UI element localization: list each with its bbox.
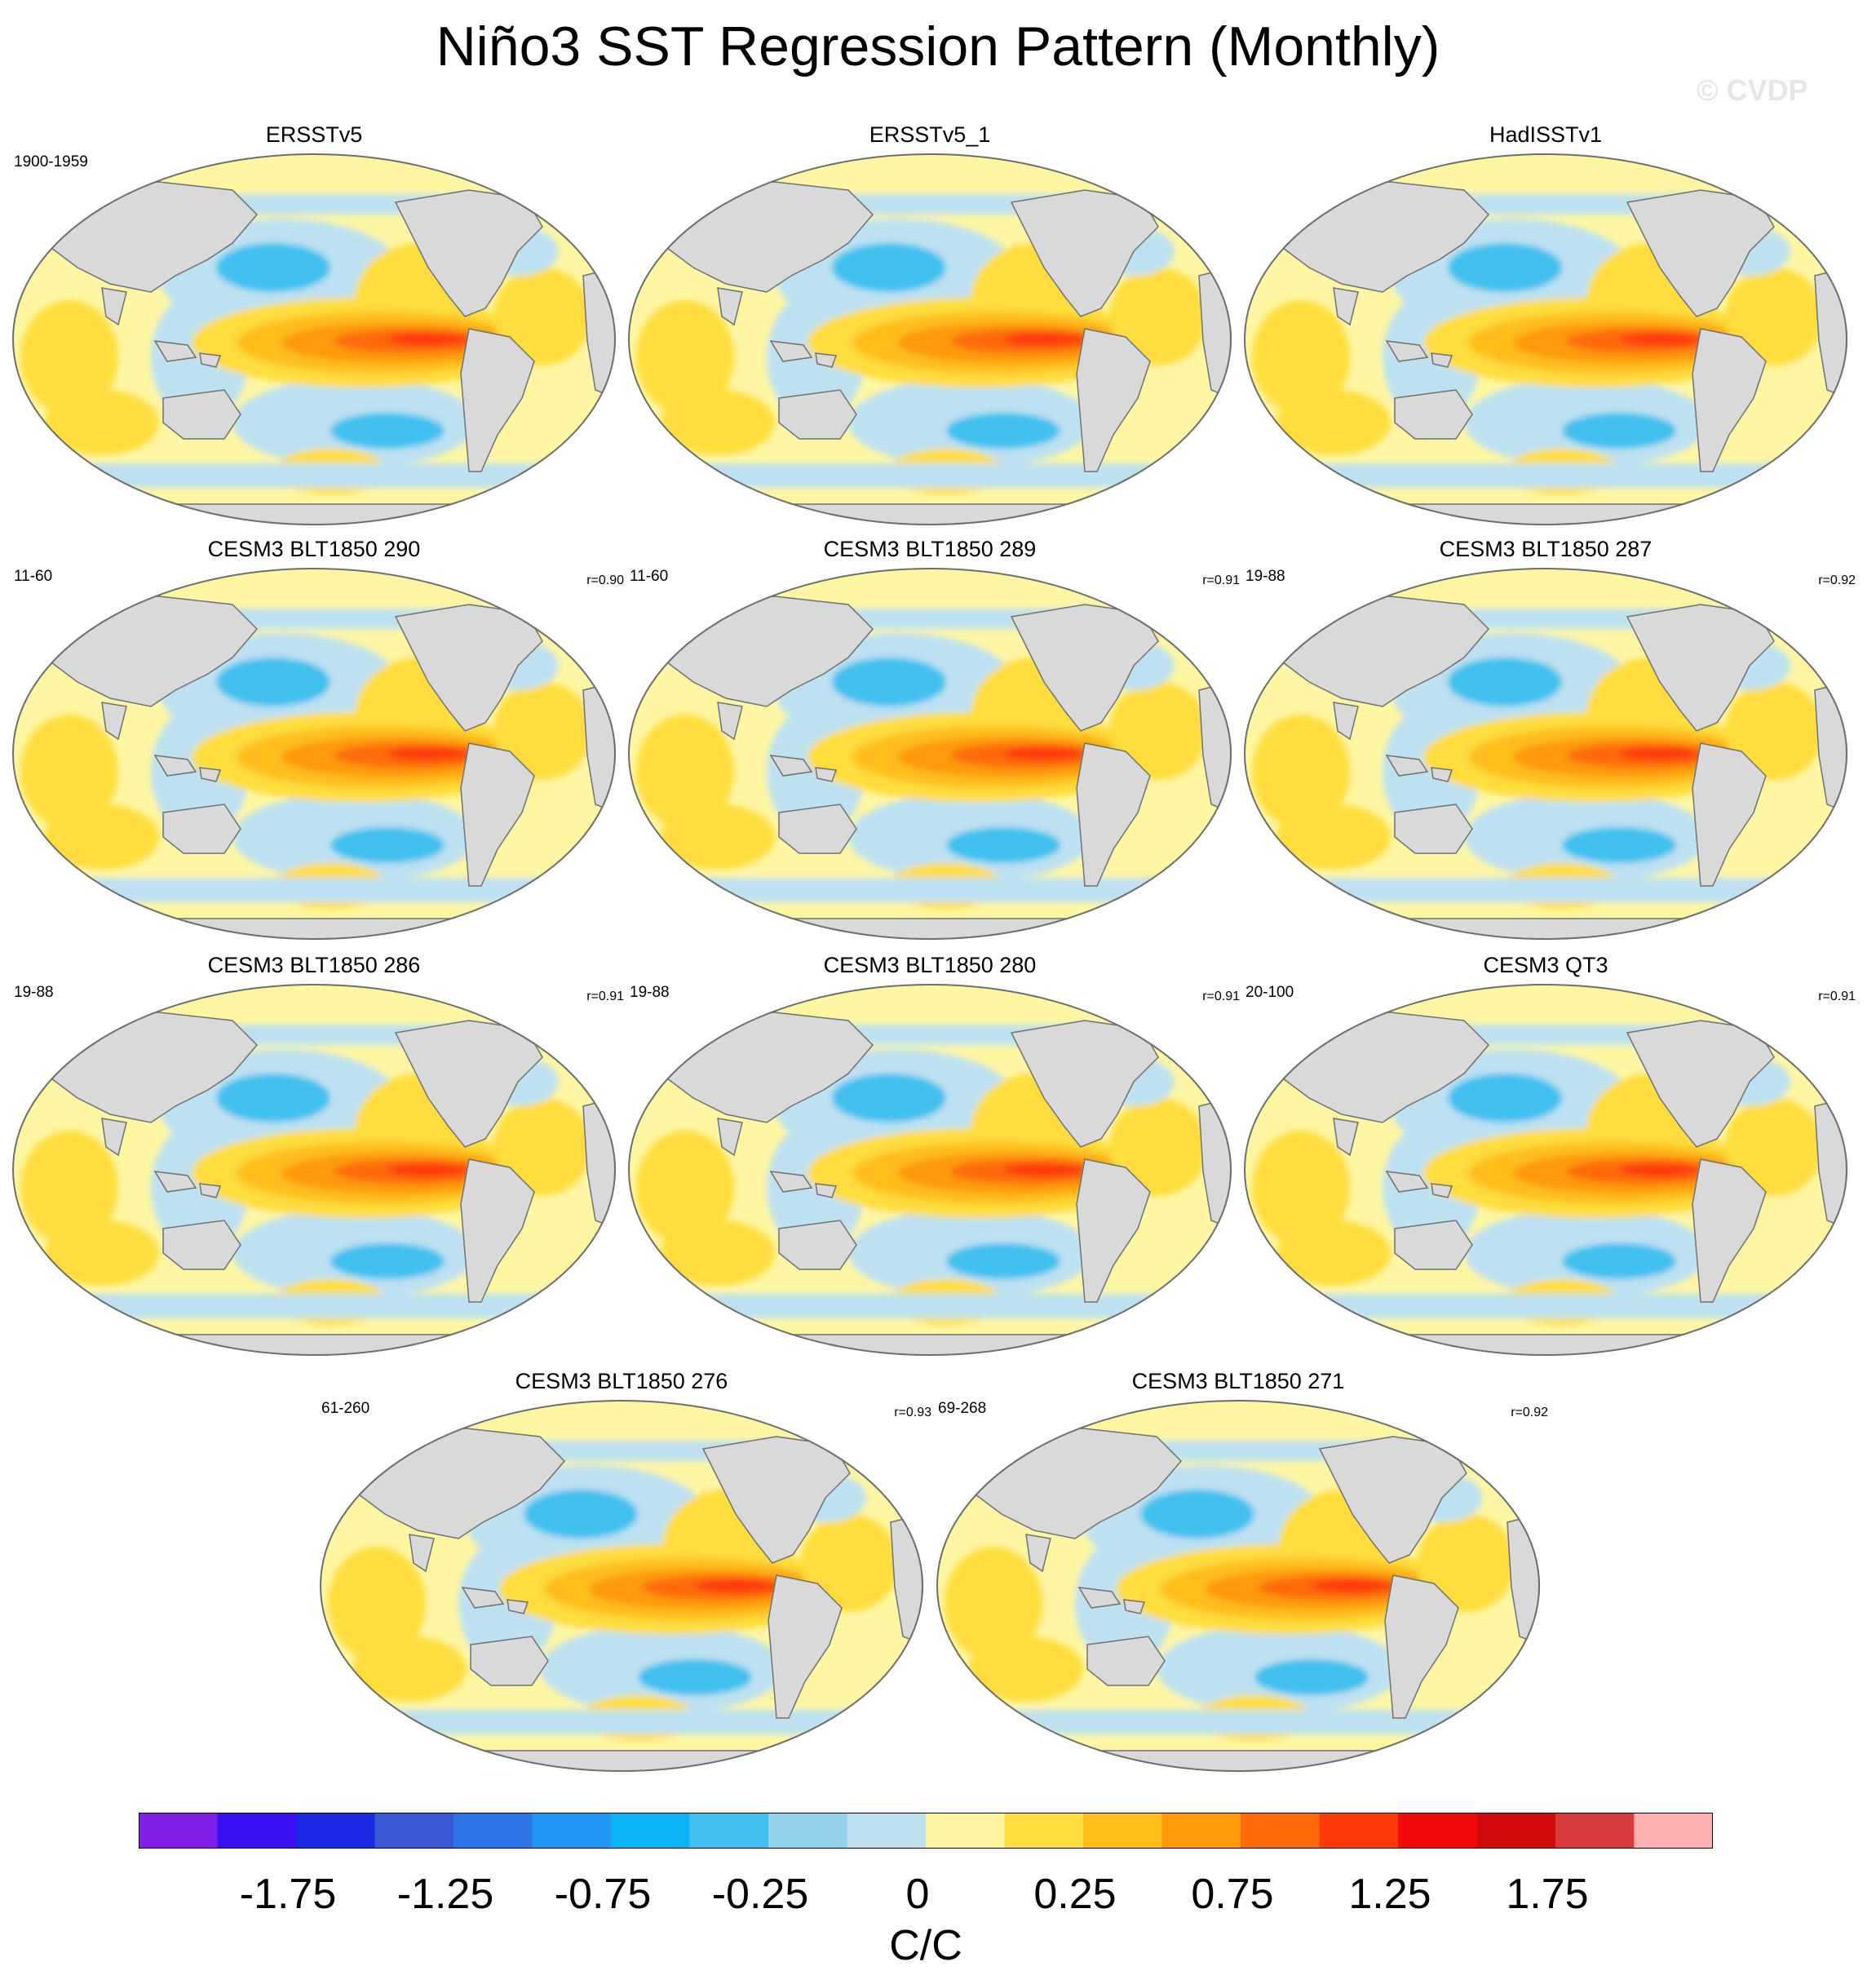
colorbar-swatch <box>1555 1813 1635 1849</box>
map-panel: CESM3 BLT1850 286 19-88 r=0.91 <box>12 953 624 1356</box>
panel-title: CESM3 BLT1850 289 <box>823 537 1037 561</box>
colorbar-swatch <box>689 1813 768 1849</box>
colorbar-swatch <box>532 1813 611 1849</box>
colorbar-swatch <box>926 1813 1005 1849</box>
panel-correlation: r=0.90 <box>586 573 624 587</box>
panel-title: CESM3 QT3 <box>1483 953 1608 977</box>
map-panel: HadISSTv1 <box>1244 122 1847 525</box>
colorbar-swatch <box>611 1813 690 1849</box>
map-panel: CESM3 BLT1850 290 11-60 r=0.90 <box>12 537 624 940</box>
panel-period: 19-88 <box>14 984 54 1001</box>
colorbar-tick-label: 1.75 <box>1506 1871 1589 1918</box>
map-panel: CESM3 BLT1850 289 11-60 r=0.91 <box>628 537 1240 940</box>
colorbar-units: C/C <box>889 1922 962 1969</box>
colorbar-swatch <box>1161 1813 1241 1849</box>
panel-title: CESM3 BLT1850 287 <box>1439 537 1653 561</box>
world-map <box>936 1400 1540 1772</box>
colorbar-tick-label: 0.25 <box>1033 1871 1117 1918</box>
map-panel: CESM3 BLT1850 287 19-88 r=0.92 <box>1244 537 1856 940</box>
colorbar <box>139 1813 1713 1849</box>
panel-correlation: r=0.92 <box>1818 573 1856 587</box>
colorbar-swatch <box>847 1813 926 1849</box>
panel-correlation: r=0.92 <box>1511 1406 1548 1419</box>
world-map <box>1244 153 1847 525</box>
colorbar-swatch <box>374 1813 454 1849</box>
panel-title: HadISSTv1 <box>1489 122 1603 147</box>
panel-title: CESM3 BLT1850 280 <box>823 953 1037 977</box>
panel-title: ERSSTv5_1 <box>869 122 991 147</box>
map-panel: CESM3 BLT1850 271 69-268 r=0.92 <box>936 1369 1548 1772</box>
panel-period: 11-60 <box>14 568 53 585</box>
world-map <box>12 984 616 1356</box>
panel-period: 20-100 <box>1246 984 1294 1001</box>
panel-title: CESM3 BLT1850 271 <box>1131 1369 1345 1393</box>
colorbar-swatch <box>768 1813 847 1849</box>
panel-correlation: r=0.91 <box>586 990 624 1003</box>
panel-period: 69-268 <box>938 1400 987 1417</box>
colorbar-swatch <box>1241 1813 1320 1849</box>
panel-correlation: r=0.91 <box>1202 990 1240 1003</box>
panel-title: ERSSTv5 <box>265 122 363 147</box>
watermark: © CVDP <box>1697 73 1808 107</box>
world-map <box>1244 984 1847 1356</box>
world-map <box>628 984 1232 1356</box>
map-panel: CESM3 BLT1850 280 19-88 r=0.91 <box>628 953 1240 1356</box>
map-panel: CESM3 QT3 20-100 r=0.91 <box>1244 953 1856 1356</box>
world-map <box>12 153 616 525</box>
panel-correlation: r=0.91 <box>1202 573 1240 587</box>
panel-title: CESM3 BLT1850 290 <box>207 537 421 561</box>
panel-period: 19-88 <box>1246 568 1285 585</box>
panel-title: CESM3 BLT1850 286 <box>207 953 421 977</box>
colorbar-swatch <box>1634 1813 1713 1849</box>
colorbar-tick-label: 1.25 <box>1348 1871 1431 1918</box>
world-map <box>628 153 1232 525</box>
panel-correlation: r=0.91 <box>1818 990 1856 1003</box>
panel-title: CESM3 BLT1850 276 <box>515 1369 728 1393</box>
colorbar-tick-label: -1.25 <box>396 1871 494 1918</box>
colorbar-swatch <box>1319 1813 1398 1849</box>
panel-period: 61-260 <box>321 1400 370 1417</box>
colorbar-tick-label: -0.75 <box>554 1871 652 1918</box>
page-title: Niño3 SST Regression Pattern (Monthly) <box>436 15 1440 77</box>
colorbar-tick-label: -1.75 <box>239 1871 337 1918</box>
world-map <box>628 568 1232 940</box>
colorbar-swatch <box>139 1813 218 1849</box>
colorbar-swatch <box>1004 1813 1083 1849</box>
panel-period: 11-60 <box>630 568 669 585</box>
colorbar-tick-label: 0.75 <box>1191 1871 1274 1918</box>
map-panel: ERSSTv5_1 <box>628 122 1232 525</box>
colorbar-tick-label: 0 <box>905 1871 930 1918</box>
map-panel: ERSSTv5 1900-1959 <box>12 122 616 525</box>
panel-period: 19-88 <box>630 984 670 1001</box>
panel-period: 1900-1959 <box>14 153 88 170</box>
map-panel: CESM3 BLT1850 276 61-260 r=0.93 <box>320 1369 931 1772</box>
world-map <box>320 1400 923 1772</box>
colorbar-swatch <box>1083 1813 1162 1849</box>
colorbar-swatch <box>1476 1813 1555 1849</box>
colorbar-swatch <box>1398 1813 1477 1849</box>
colorbar-tick-label: -0.25 <box>711 1871 809 1918</box>
colorbar-swatch <box>454 1813 533 1849</box>
panel-correlation: r=0.93 <box>894 1406 931 1419</box>
world-map <box>12 568 616 940</box>
colorbar-swatch <box>217 1813 296 1849</box>
world-map <box>1244 568 1847 940</box>
colorbar-swatch <box>296 1813 375 1849</box>
